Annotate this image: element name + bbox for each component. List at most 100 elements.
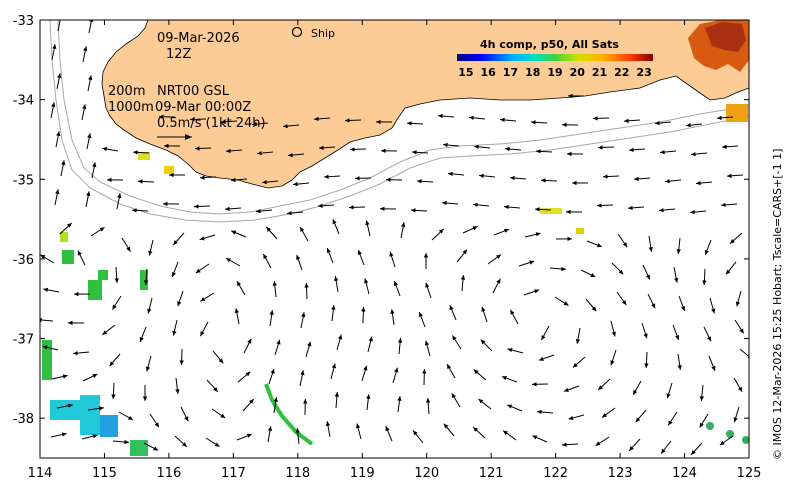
current-vector-head <box>61 20 63 21</box>
current-vector-head <box>711 365 716 371</box>
colorbar-tick-label: 20 <box>570 66 586 79</box>
current-vector-head <box>643 333 648 339</box>
current-vector-head <box>276 339 281 345</box>
current-vector-head <box>730 239 735 244</box>
current-vector-head <box>363 365 368 371</box>
current-vector-head <box>365 220 370 226</box>
current-vector-head <box>501 376 507 381</box>
current-vector-head <box>675 334 680 340</box>
current-vector-head <box>51 102 56 108</box>
current-vector-head <box>562 122 567 127</box>
current-vector-head <box>173 240 178 245</box>
current-vector-head <box>300 370 305 376</box>
current-vector-head <box>179 360 184 365</box>
current-vector-head <box>735 301 741 307</box>
current-vector-head <box>172 330 177 336</box>
current-vector-head <box>397 338 403 343</box>
colorbar-tick-label: 16 <box>481 66 497 79</box>
x-tick-label: 121 <box>479 466 504 481</box>
current-vector-head <box>381 148 386 153</box>
map-date: 09-Mar-2026 <box>157 31 240 46</box>
current-vector-head <box>263 253 268 259</box>
current-vector-head <box>111 394 116 399</box>
colorbar-tick-label: 18 <box>525 66 540 79</box>
current-vector-head <box>107 177 112 183</box>
current-vector-head <box>660 149 665 155</box>
current-vector-head <box>696 180 701 186</box>
current-vector-head <box>314 116 319 122</box>
x-tick-label: 125 <box>737 466 762 481</box>
current-vector-head <box>624 118 629 123</box>
current-vector-head <box>397 396 402 401</box>
current-vector-head <box>88 75 93 81</box>
current-vector-head <box>177 301 182 307</box>
current-vector-head <box>288 152 293 158</box>
current-vector-head <box>702 280 707 285</box>
current-vector-head <box>722 144 727 150</box>
current-vector-head <box>568 415 574 421</box>
current-vector-head <box>597 203 602 208</box>
y-tick-label: -36 <box>13 253 34 268</box>
current-vector-head <box>655 120 660 126</box>
current-vector-head <box>532 382 537 387</box>
current-vector-head <box>332 219 337 225</box>
current-vector-head <box>350 147 355 152</box>
current-vector-head <box>538 356 544 361</box>
current-vector-head <box>536 149 541 154</box>
current-vector-head <box>563 301 569 306</box>
current-vector-head <box>301 312 306 318</box>
current-vector-head <box>677 365 682 370</box>
current-vector-head <box>283 123 288 129</box>
colorbar-tick-label: 17 <box>503 66 518 79</box>
x-axis: 114 115 116 117 118 119 120 121 122 123 124 125 <box>28 20 762 481</box>
current-vector-head <box>143 280 149 285</box>
current-vector-head <box>462 249 468 255</box>
current-vector-head <box>267 426 273 432</box>
scale-arrow <box>157 134 192 140</box>
current-vector-head <box>651 303 656 309</box>
scale-label: 0.5m/s (1kt 24h) <box>157 116 266 131</box>
current-vector-head <box>73 350 78 356</box>
current-vector-head <box>390 309 395 314</box>
colorbar-tick-label: 22 <box>614 66 629 79</box>
current-vector-head <box>74 291 79 297</box>
current-vector-head <box>452 335 457 341</box>
current-vector-head <box>139 336 144 342</box>
current-vector-head <box>386 177 391 182</box>
current-vector-head <box>66 223 72 228</box>
current-vector-head <box>300 227 305 233</box>
current-vector-head <box>561 266 566 272</box>
current-vector-head <box>169 172 174 178</box>
current-vector-head <box>541 335 546 341</box>
current-vector-head <box>221 119 226 125</box>
current-vector-head <box>572 362 578 368</box>
current-vector-head <box>595 441 601 446</box>
plot-frame <box>39 19 750 459</box>
current-vector-head <box>331 363 337 369</box>
current-vector-head <box>287 210 292 216</box>
current-vector-head <box>236 281 242 287</box>
current-vector-head <box>114 278 119 283</box>
current-vector-head <box>92 374 98 378</box>
current-vector-head <box>92 434 98 439</box>
current-vector-head <box>629 147 634 153</box>
current-vector-head <box>89 20 94 23</box>
current-vector-head <box>629 446 634 451</box>
current-vector-head <box>532 435 538 440</box>
current-vector-head <box>102 146 108 152</box>
current-vectors <box>40 20 749 456</box>
current-vector-head <box>99 406 104 411</box>
current-vector-head <box>147 308 152 314</box>
current-vector-head <box>529 260 535 265</box>
x-tick-label: 117 <box>221 466 246 481</box>
current-vector-head <box>225 206 230 212</box>
current-vector-head <box>423 253 429 258</box>
current-vector-head <box>117 193 122 199</box>
current-vector-head <box>262 179 267 185</box>
current-vector-head <box>422 369 427 374</box>
current-vector-head <box>200 175 205 180</box>
colorbar-tick-label: 21 <box>592 66 607 79</box>
current-vector-head <box>469 115 474 121</box>
current-vector-head <box>345 118 350 123</box>
current-vector-head <box>190 117 195 122</box>
